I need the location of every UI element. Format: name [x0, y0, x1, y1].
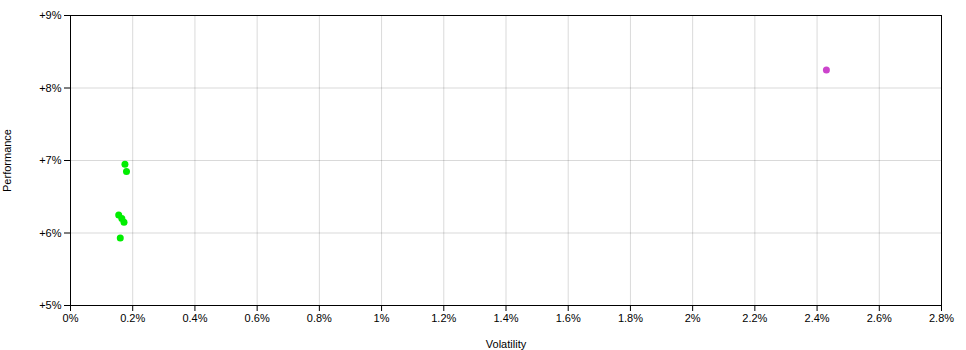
svg-text:2.8%: 2.8%: [929, 312, 954, 324]
svg-text:1.8%: 1.8%: [618, 312, 643, 324]
svg-text:+9%: +9%: [39, 9, 62, 21]
svg-text:1.2%: 1.2%: [431, 312, 456, 324]
svg-text:1%: 1%: [374, 312, 390, 324]
svg-text:2.6%: 2.6%: [867, 312, 892, 324]
svg-text:0.2%: 0.2%: [120, 312, 145, 324]
svg-text:0.8%: 0.8%: [307, 312, 332, 324]
svg-text:0.4%: 0.4%: [182, 312, 207, 324]
svg-text:+7%: +7%: [39, 154, 62, 166]
svg-text:1.4%: 1.4%: [493, 312, 518, 324]
svg-text:1.6%: 1.6%: [556, 312, 581, 324]
svg-text:Performance: Performance: [1, 129, 13, 192]
svg-text:+6%: +6%: [39, 227, 62, 239]
svg-text:0.6%: 0.6%: [245, 312, 270, 324]
svg-text:2%: 2%: [685, 312, 701, 324]
svg-text:0%: 0%: [63, 312, 79, 324]
svg-text:Volatility: Volatility: [486, 338, 527, 350]
svg-text:2.2%: 2.2%: [742, 312, 767, 324]
svg-text:+5%: +5%: [39, 299, 62, 311]
svg-text:2.4%: 2.4%: [805, 312, 830, 324]
svg-text:+8%: +8%: [39, 82, 62, 94]
